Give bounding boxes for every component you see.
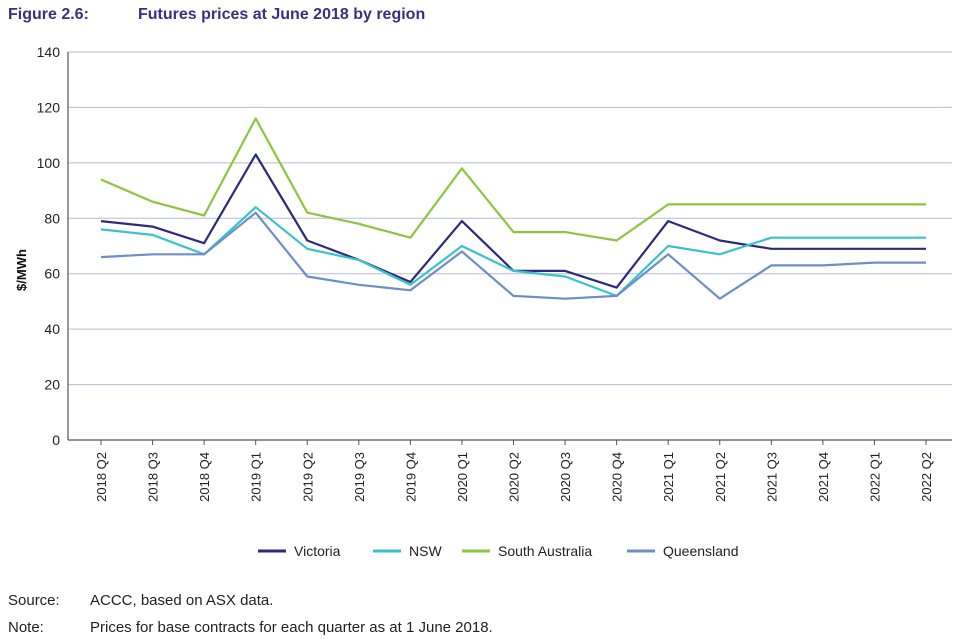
note-label: Note: xyxy=(8,619,44,636)
x-tick-label: 2018 Q3 xyxy=(146,452,161,502)
x-tick-label: 2020 Q2 xyxy=(507,452,522,502)
figure-title-text: Futures prices at June 2018 by region xyxy=(138,6,426,23)
series-lines xyxy=(100,117,926,300)
y-tick-label: 60 xyxy=(44,266,60,282)
y-tick-label: 100 xyxy=(37,155,61,171)
x-tick-label: 2022 Q2 xyxy=(919,452,934,502)
legend-label: South Australia xyxy=(498,543,592,559)
y-tick-labels: 0 20 40 60 80 100 120 140 xyxy=(37,44,61,448)
x-tick-label: 2021 Q2 xyxy=(713,452,728,502)
y-tick-label: 80 xyxy=(44,210,60,226)
x-tick-label: 2019 Q4 xyxy=(403,452,418,502)
series-line-queensland xyxy=(100,211,926,300)
y-tick-label: 140 xyxy=(37,44,61,60)
legend: Victoria NSW South Australia Queensland xyxy=(258,543,739,559)
x-tick-label: 2021 Q4 xyxy=(816,452,831,502)
x-tick-label: 2021 Q3 xyxy=(764,452,779,502)
figure-number: Figure 2.6: xyxy=(8,6,89,23)
x-tick-label: 2018 Q2 xyxy=(94,452,109,502)
y-axis-title: $/MWh xyxy=(14,249,29,291)
legend-label: NSW xyxy=(409,543,442,559)
y-tick-label: 20 xyxy=(44,377,60,393)
series-line-south-australia xyxy=(100,117,926,242)
source-label: Source: xyxy=(8,592,60,609)
y-tick-label: 40 xyxy=(44,321,60,337)
legend-label: Queensland xyxy=(663,543,739,559)
x-tick-label: 2020 Q1 xyxy=(455,452,470,502)
y-tick-label: 0 xyxy=(52,432,60,448)
source-text: ACCC, based on ASX data. xyxy=(90,592,274,609)
x-tick-labels: 2018 Q2 2018 Q3 2018 Q4 2019 Q1 2019 Q2 2019 … xyxy=(94,440,934,502)
series-line-nsw xyxy=(100,206,926,297)
x-tick-label: 2018 Q4 xyxy=(197,452,212,502)
x-tick-label: 2019 Q1 xyxy=(249,452,264,502)
x-tick-label: 2021 Q1 xyxy=(661,452,676,502)
x-tick-label: 2019 Q2 xyxy=(300,452,315,502)
legend-label: Victoria xyxy=(294,543,341,559)
note-line: Note: Prices for base contracts for each … xyxy=(8,619,493,636)
figure-title: Figure 2.6: Futures prices at June 2018 b… xyxy=(8,6,425,24)
x-tick-label: 2022 Q1 xyxy=(867,452,882,502)
y-tick-label: 120 xyxy=(37,99,61,115)
note-text: Prices for base contracts for each quart… xyxy=(90,619,493,636)
source-note: Source: ACCC, based on ASX data. xyxy=(8,592,273,609)
grid-lines xyxy=(67,51,952,441)
x-tick-label: 2019 Q3 xyxy=(352,452,367,502)
x-tick-label: 2020 Q4 xyxy=(610,452,625,502)
x-tick-label: 2020 Q3 xyxy=(558,452,573,502)
